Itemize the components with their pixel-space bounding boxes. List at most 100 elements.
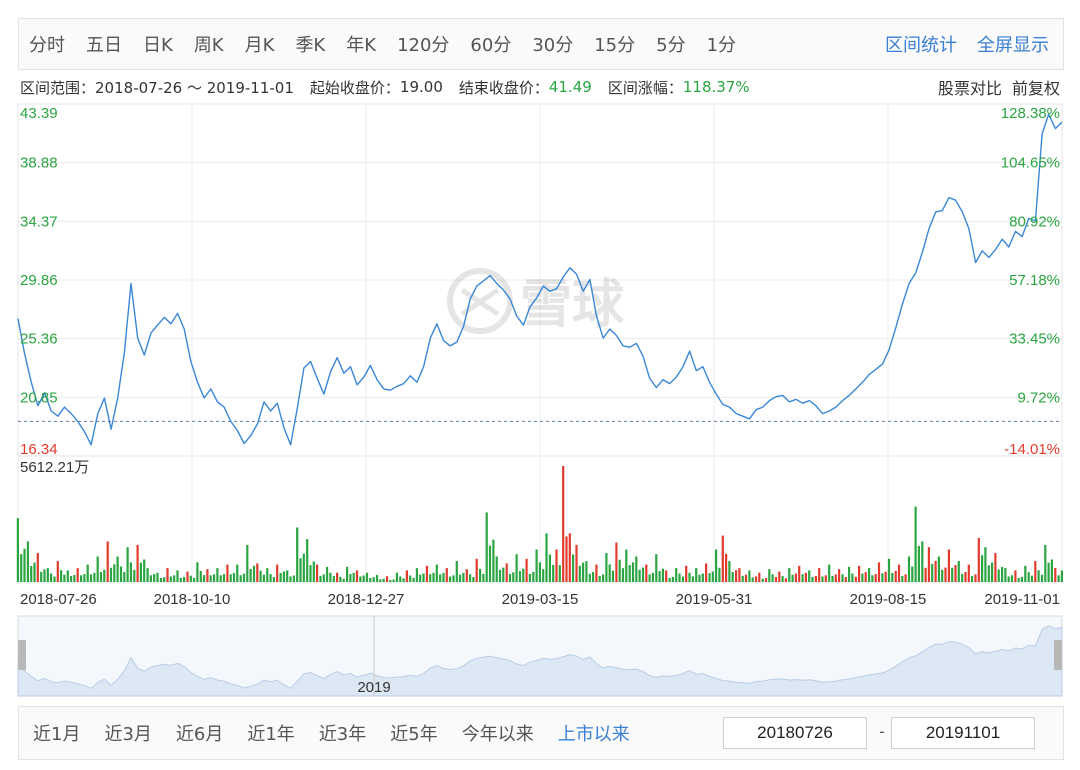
period-tab-3[interactable]: 周K [193,35,224,56]
watermark-text: 雪球 [520,275,625,335]
volume-bar [788,568,791,582]
volume-bar [558,565,561,582]
volume-bar [339,576,342,582]
volume-bar [488,545,492,582]
period-tab-4[interactable]: 月K [244,35,275,56]
volume-bar [515,554,518,582]
percent-tick-label: 104.65% [1001,155,1060,172]
volume-bar [907,556,911,582]
fullscreen-button[interactable]: 全屏显示 [977,35,1049,56]
volume-bar [731,572,734,582]
start-close-label: 起始收盘价： [309,78,400,97]
volume-bar [528,573,531,582]
volume-bar [179,577,182,582]
volume-bar [246,544,249,582]
start-date-input[interactable]: 20180726 [723,717,867,749]
volume-bar [814,576,817,582]
volume-bar [432,572,435,582]
period-tab-1[interactable]: 五日 [86,35,122,56]
volume-bar [545,533,548,582]
range-navigator: 2019 [17,615,1063,697]
volume-bar [548,554,551,582]
volume-bar [289,576,292,582]
volume-bar [502,567,505,582]
volume-bar [465,569,468,582]
volume-bar [781,576,784,582]
volume-bar [688,572,691,582]
volume-bar [362,575,365,582]
volume-bar [562,466,565,582]
volume-bar [924,567,927,582]
period-tab-11[interactable]: 5分 [656,35,686,56]
volume-bar [518,571,522,582]
volume-bar [834,574,837,582]
volume-bar [302,553,305,582]
volume-bar [532,571,535,582]
x-tick-label: 2019-05-31 [676,591,753,608]
volume-bar [169,576,172,582]
period-tab-6[interactable]: 年K [346,35,377,56]
volume-bar [791,574,794,582]
navigator-right-handle[interactable] [1054,640,1062,670]
volume-bar [199,570,202,582]
volume-bar [495,556,498,582]
volume-bar [109,567,113,582]
volume-bar [738,568,741,582]
volume-bar [1054,568,1057,582]
volume-bar [505,563,508,582]
interval-stats-button[interactable]: 区间统计 [885,35,957,56]
volume-bar [53,576,56,582]
period-tab-2[interactable]: 日K [143,35,173,56]
volume-bar [887,558,891,582]
range-tab-7[interactable]: 上市以来 [557,724,630,745]
volume-bar [655,554,658,582]
volume-bar [957,561,960,582]
price-tick-label: 38.88 [20,155,58,172]
period-tab-5[interactable]: 季K [295,35,326,56]
volume-bar [1010,575,1014,582]
volume-bar [1040,574,1044,582]
volume-bar [63,574,66,582]
range-tab-4[interactable]: 近3年 [318,724,367,745]
period-tab-0[interactable]: 分时 [29,35,65,56]
period-tab-7[interactable]: 120分 [397,35,450,56]
volume-bar [954,565,957,582]
stock-chart[interactable]: 雪球 43.39 38.88 34.37 29.86 25.36 20.85 16.34 128… [0,0,1080,700]
stock-compare-button[interactable]: 股票对比 [937,79,1002,98]
volume-bar [771,574,774,582]
volume-bar [352,572,355,582]
volume-bar [435,564,438,582]
volume-bar [991,562,994,582]
volume-bar [412,577,415,582]
volume-bar [1060,570,1063,582]
period-tab-8[interactable]: 60分 [470,35,512,56]
period-tab-12[interactable]: 1分 [706,35,737,56]
volume-bar [728,561,731,582]
volume-bar [93,572,96,582]
volume-bar [469,574,472,582]
period-tab-9[interactable]: 30分 [532,35,574,56]
x-tick-label: 2019-11-01 [984,591,1060,608]
watermark-group: 雪球 [447,268,625,335]
volume-bar [26,541,29,582]
end-date-input[interactable]: 20191101 [891,717,1035,749]
percent-tick-label: 128.38% [1001,105,1060,122]
period-tab-10[interactable]: 15分 [594,35,636,56]
volume-bar [512,572,515,582]
range-tab-6[interactable]: 今年以来 [461,724,534,745]
volume-bar [322,574,325,582]
volume-bar [761,578,764,582]
range-tab-1[interactable]: 近3月 [104,724,152,745]
adjust-mode-button[interactable]: 前复权 [1011,79,1060,98]
volume-bar [854,576,857,582]
volume-bar [209,575,212,582]
volume-bar [864,572,867,582]
range-tab-3[interactable]: 近1年 [247,724,295,745]
volume-bar [572,554,575,582]
volume-bar [628,565,631,582]
navigator-left-handle[interactable] [18,640,26,670]
range-tab-0[interactable]: 近1月 [33,724,81,745]
volume-bar [615,542,618,582]
range-tab-5[interactable]: 近5年 [390,724,438,745]
range-tab-2[interactable]: 近6月 [175,724,224,745]
